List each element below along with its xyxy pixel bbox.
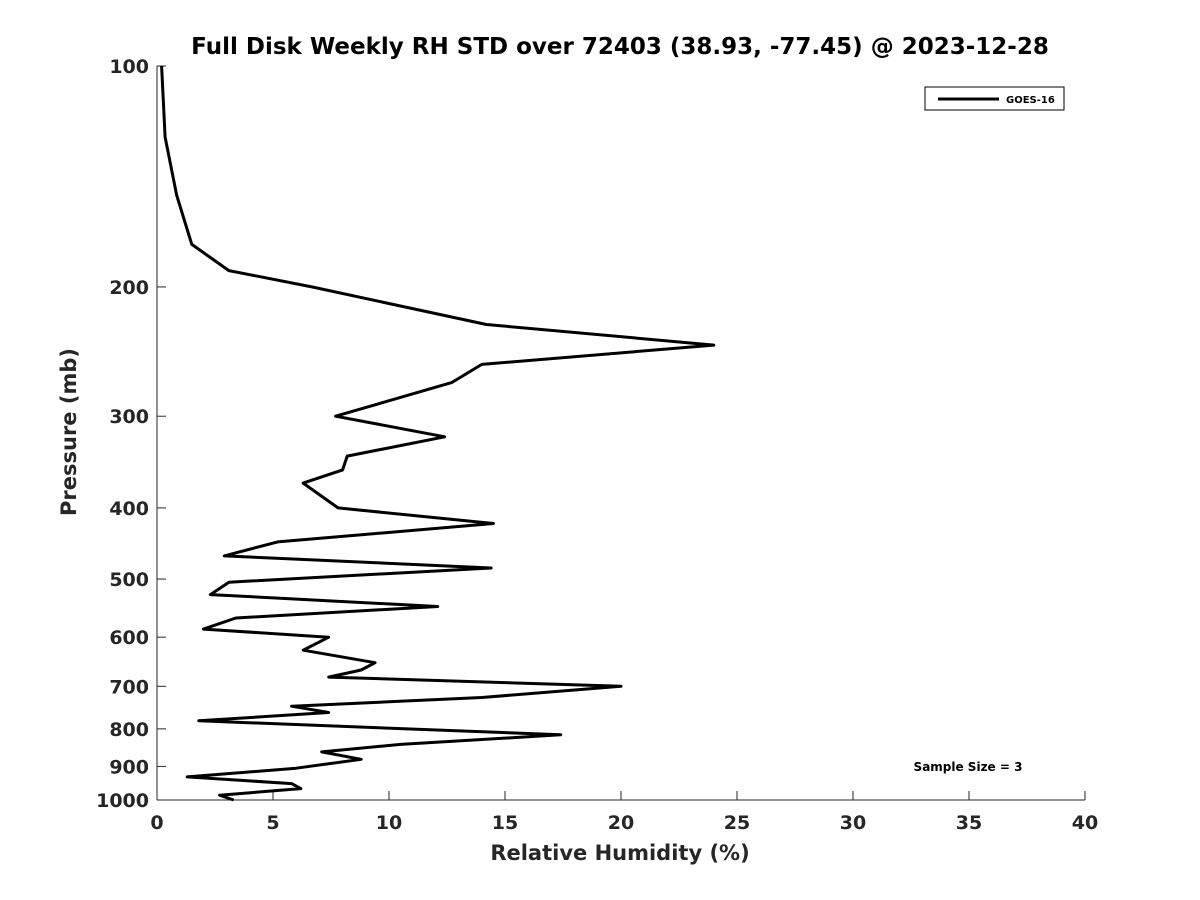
y-tick-label: 400 — [109, 498, 149, 520]
chart-title: Full Disk Weekly RH STD over 72403 (38.9… — [191, 34, 1049, 60]
y-tick-label: 1000 — [96, 790, 149, 812]
series-layer — [160, 65, 716, 802]
legend-label-goes-16: GOES-16 — [1006, 95, 1055, 106]
x-tick-label: 5 — [266, 812, 279, 834]
y-tick-label: 700 — [109, 676, 149, 698]
y-tick-label: 100 — [109, 56, 149, 78]
series-line-goes-16 — [160, 65, 716, 802]
x-tick-label: 0 — [150, 812, 163, 834]
y-tick-label: 200 — [109, 277, 149, 299]
x-tick-label: 10 — [376, 812, 402, 834]
y-tick-label: 800 — [109, 719, 149, 741]
x-tick-label: 35 — [956, 812, 982, 834]
axes: 0 5 10 15 20 25 30 35 40 100 200 300 400 500 600 700 800… — [96, 56, 1098, 834]
legend: GOES-16 — [924, 86, 1065, 111]
sample-size-annotation: Sample Size = 3 — [914, 760, 1023, 774]
y-tick-label: 900 — [109, 756, 149, 778]
x-axis-label: Relative Humidity (%) — [490, 841, 749, 865]
x-tick-label: 25 — [724, 812, 750, 834]
x-tick-label: 30 — [840, 812, 866, 834]
x-tick-label: 20 — [608, 812, 634, 834]
y-tick-label: 600 — [109, 627, 149, 649]
y-tick-label: 300 — [109, 406, 149, 428]
y-axis-label: Pressure (mb) — [57, 348, 81, 516]
x-tick-label: 40 — [1072, 812, 1098, 834]
x-tick-label: 15 — [492, 812, 518, 834]
y-tick-label: 500 — [109, 569, 149, 591]
